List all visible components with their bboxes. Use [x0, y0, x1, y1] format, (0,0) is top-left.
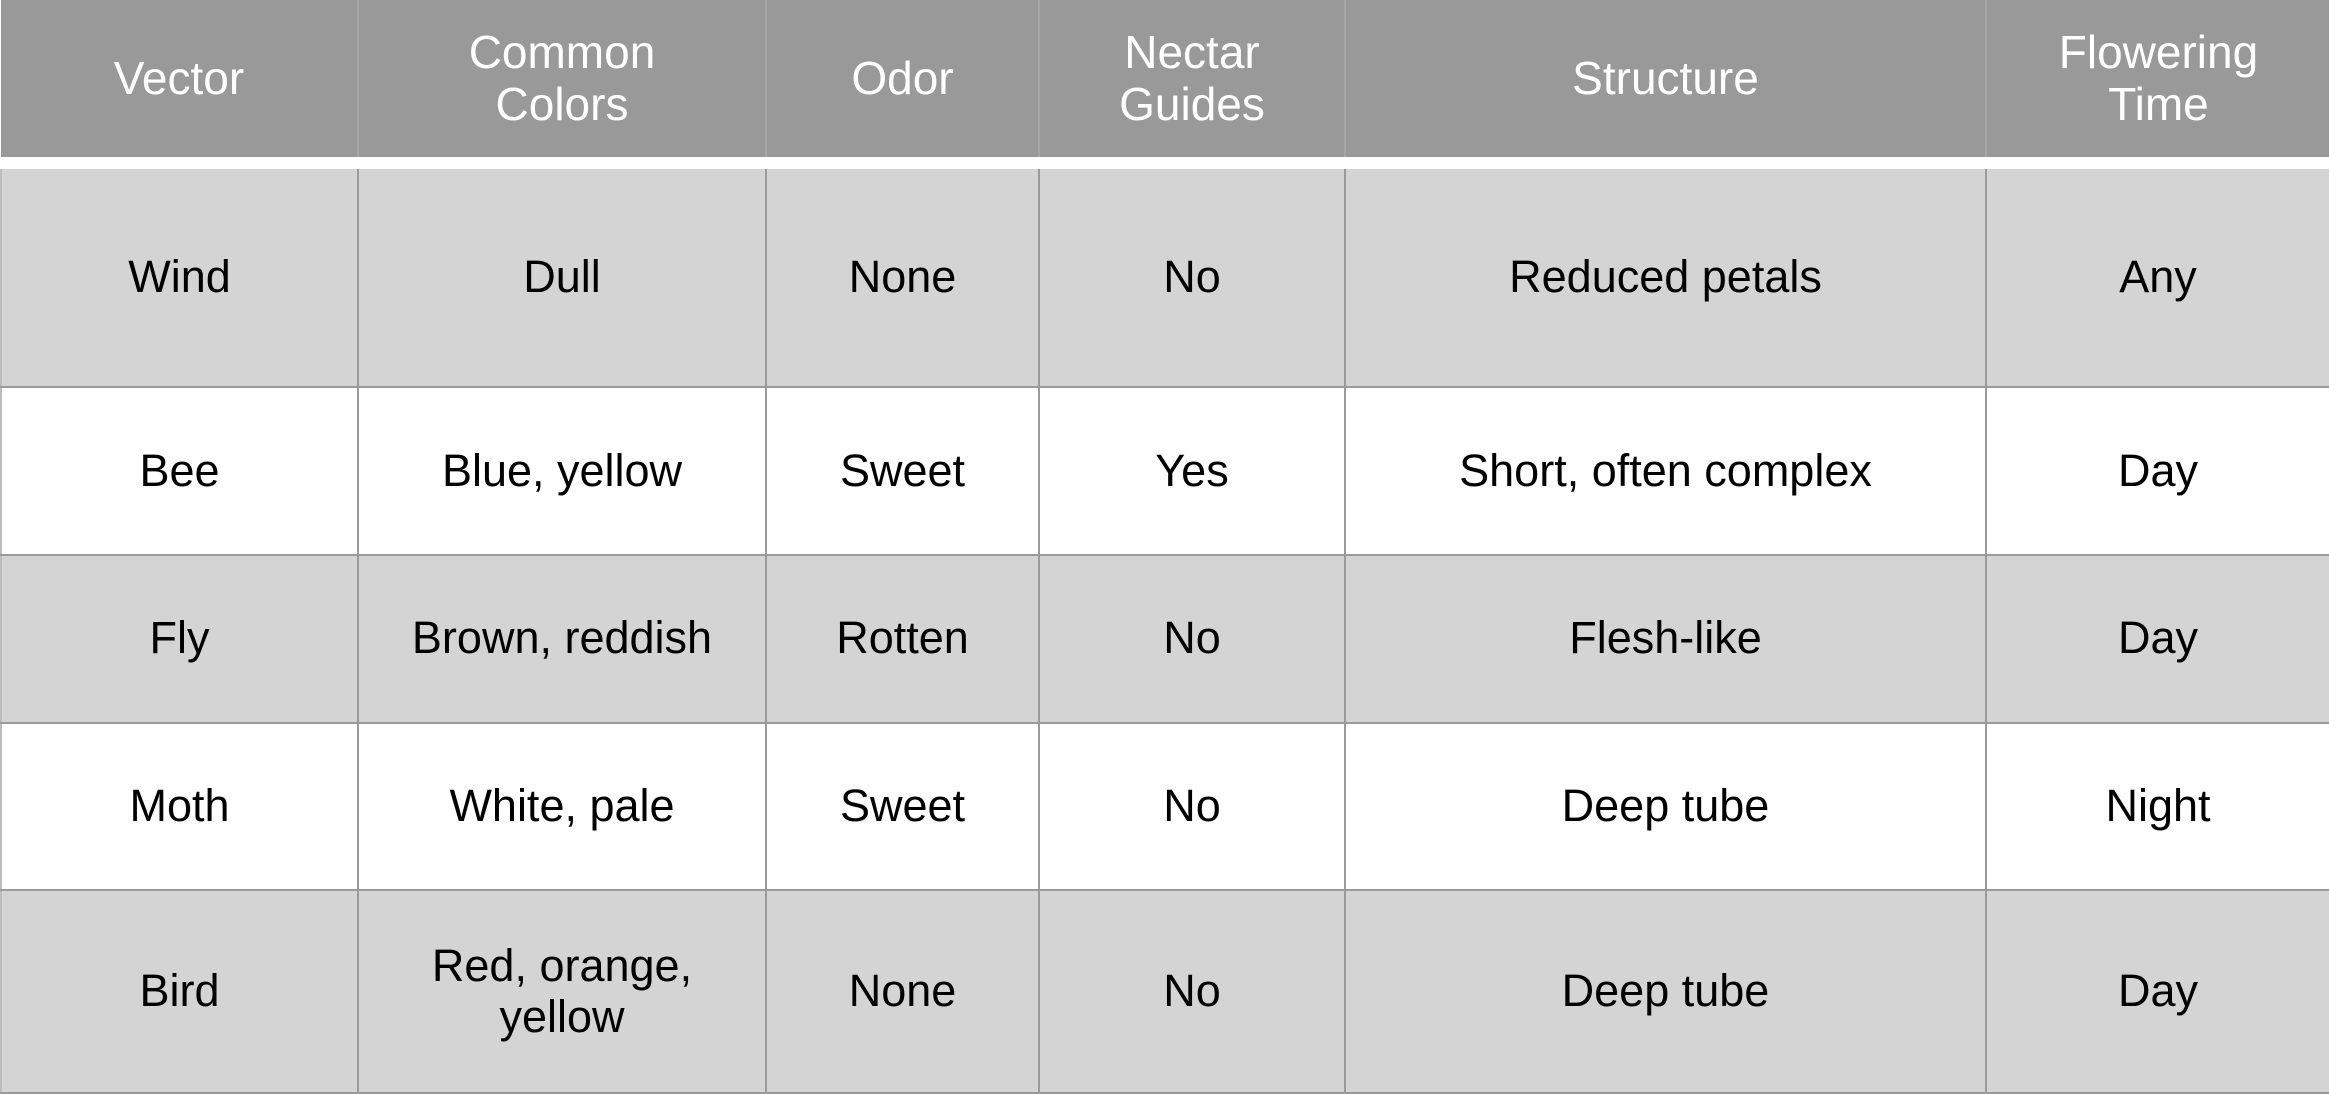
cell-odor: Sweet	[765, 721, 1040, 892]
cell-flowering-time: Day	[1985, 553, 2329, 724]
cell-common-colors: Blue, yellow	[357, 386, 767, 556]
column-header-nectar-guides-line1: Nectar	[1124, 25, 1260, 78]
column-header-flowering-time-line2: Time	[2108, 77, 2209, 130]
cell-vector: Bee	[0, 386, 359, 556]
column-header-common-colors-line1: Common	[468, 25, 656, 78]
cell-common-colors: White, pale	[357, 721, 767, 892]
table-row: Bee Blue, yellow Sweet Yes Short, often …	[0, 386, 2329, 556]
column-header-vector: Vector	[1, 0, 359, 163]
column-header-odor: Odor	[765, 0, 1040, 163]
cell-nectar-guides: No	[1038, 161, 1346, 389]
column-header-common-colors: Common Colors	[357, 0, 767, 163]
cell-vector: Bird	[0, 889, 359, 1094]
cell-vector: Wind	[0, 161, 359, 389]
column-header-vector-line1: Vector	[113, 51, 245, 104]
header-row: Vector Common Colors Odor Nectar Guides …	[1, 0, 2329, 163]
table-row: Bird Red, orange, yellow None No Deep tu…	[0, 889, 2329, 1094]
cell-flowering-time: Day	[1985, 889, 2329, 1094]
cell-odor: Rotten	[765, 553, 1040, 724]
cell-vector: Moth	[0, 721, 359, 892]
cell-structure: Flesh-like	[1344, 553, 1987, 724]
cell-common-colors: Brown, reddish	[357, 553, 767, 724]
cell-common-colors: Red, orange, yellow	[357, 889, 767, 1094]
cell-common-colors: Dull	[357, 161, 767, 389]
cell-vector: Fly	[0, 553, 359, 724]
column-header-flowering-time-line1: Flowering	[2058, 25, 2259, 78]
table-header: Vector Common Colors Odor Nectar Guides …	[1, 0, 2329, 163]
column-header-common-colors-line2: Colors	[495, 77, 629, 130]
table-row: Moth White, pale Sweet No Deep tube Nigh…	[0, 721, 2329, 892]
column-header-nectar-guides-line2: Guides	[1119, 77, 1265, 130]
table-row: Wind Dull None No Reduced petals Any	[0, 161, 2329, 389]
cell-flowering-time: Night	[1985, 721, 2329, 892]
column-header-flowering-time: Flowering Time	[1985, 0, 2329, 163]
cell-nectar-guides: Yes	[1038, 386, 1346, 556]
cell-odor: None	[765, 161, 1040, 389]
cell-structure: Deep tube	[1344, 721, 1987, 892]
cell-common-colors-line1: Red, orange,	[431, 939, 693, 991]
cell-structure: Deep tube	[1344, 889, 1987, 1094]
cell-structure: Reduced petals	[1344, 161, 1987, 389]
column-header-odor-line1: Odor	[851, 51, 954, 104]
table-body: Wind Dull None No Reduced petals Any Bee…	[0, 161, 2329, 1094]
cell-common-colors-line2: yellow	[499, 990, 625, 1042]
column-header-nectar-guides: Nectar Guides	[1038, 0, 1346, 163]
cell-flowering-time: Day	[1985, 386, 2329, 556]
cell-structure: Short, often complex	[1344, 386, 1987, 556]
cell-flowering-time: Any	[1985, 161, 2329, 389]
cell-odor: Sweet	[765, 386, 1040, 556]
table-row: Fly Brown, reddish Rotten No Flesh-like …	[0, 553, 2329, 724]
column-header-structure-line1: Structure	[1572, 51, 1759, 104]
column-header-structure: Structure	[1344, 0, 1987, 163]
cell-nectar-guides: No	[1038, 553, 1346, 724]
cell-odor: None	[765, 889, 1040, 1094]
cell-nectar-guides: No	[1038, 889, 1346, 1094]
cell-nectar-guides: No	[1038, 721, 1346, 892]
